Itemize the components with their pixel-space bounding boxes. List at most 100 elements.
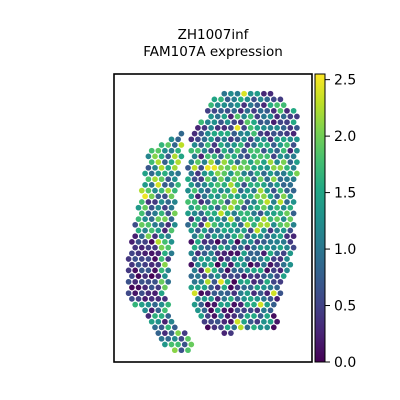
spot — [185, 335, 191, 342]
spot — [270, 199, 277, 205]
colorbar-tick-label: 0.5 — [334, 299, 356, 315]
spot — [287, 204, 294, 211]
spot — [201, 159, 208, 165]
spot — [231, 187, 238, 194]
spot — [284, 221, 290, 228]
spot — [191, 301, 198, 308]
spot — [158, 244, 165, 251]
spot — [234, 227, 241, 234]
spot — [241, 273, 247, 279]
spot — [201, 170, 208, 177]
spot — [198, 130, 205, 137]
spot — [261, 296, 267, 302]
spot — [142, 216, 148, 222]
spot — [201, 250, 208, 257]
spot — [261, 113, 267, 120]
spot — [162, 341, 168, 348]
spot — [234, 147, 241, 154]
spot — [171, 335, 178, 342]
spot — [254, 125, 261, 131]
spot — [234, 239, 241, 245]
spot — [264, 267, 271, 274]
spot — [234, 102, 241, 108]
spot — [261, 204, 267, 211]
spot — [195, 182, 201, 188]
spot — [188, 147, 195, 154]
spot — [198, 256, 205, 262]
spot — [261, 216, 267, 222]
spot — [168, 227, 175, 234]
spot — [247, 193, 254, 200]
spot — [162, 216, 168, 222]
spot — [254, 296, 261, 302]
spot — [185, 199, 191, 205]
spot — [165, 199, 172, 205]
spot — [168, 147, 175, 154]
spot — [257, 244, 264, 251]
spot — [277, 164, 284, 171]
spot — [155, 261, 162, 268]
spot — [247, 216, 254, 222]
spot — [214, 102, 221, 108]
spot — [195, 159, 201, 165]
spot — [287, 125, 294, 131]
spot — [195, 261, 201, 268]
spot — [290, 107, 297, 114]
spot — [191, 290, 198, 297]
spot — [218, 301, 224, 308]
spot — [254, 216, 261, 222]
spot — [208, 170, 214, 177]
spot — [231, 119, 238, 126]
spot — [234, 193, 241, 200]
spot — [244, 164, 251, 171]
spot — [155, 159, 162, 165]
spot — [165, 164, 172, 171]
spot — [158, 199, 165, 205]
spot — [162, 284, 168, 291]
spot — [214, 307, 221, 314]
spot — [185, 347, 191, 354]
spot — [158, 187, 165, 194]
spot — [191, 210, 198, 217]
spot — [241, 147, 247, 154]
spot — [155, 318, 162, 325]
spot — [191, 130, 198, 137]
spot — [188, 216, 195, 222]
spot — [257, 130, 264, 137]
spot — [257, 107, 264, 114]
spot — [142, 261, 148, 268]
spot — [178, 347, 185, 354]
spot — [270, 256, 277, 262]
spot — [211, 278, 218, 285]
spot — [138, 244, 145, 251]
spot — [224, 187, 231, 194]
spot — [287, 159, 294, 165]
spot — [145, 176, 152, 183]
spot — [247, 170, 254, 177]
spot — [175, 170, 181, 177]
spot — [198, 233, 205, 240]
spot — [274, 250, 280, 257]
spot — [188, 204, 195, 211]
spot — [228, 90, 234, 97]
spot — [204, 130, 211, 137]
spot — [251, 324, 257, 331]
spot — [234, 159, 241, 165]
spot — [201, 284, 208, 291]
spot — [280, 102, 287, 108]
spot — [145, 313, 152, 319]
spot — [241, 113, 247, 120]
spot — [274, 193, 280, 200]
spot — [228, 273, 234, 279]
spot — [218, 153, 224, 160]
spot — [264, 221, 271, 228]
spot — [148, 318, 155, 325]
spot — [274, 182, 280, 188]
spot — [208, 227, 214, 234]
chart-title-line2: FAM107A expression — [143, 44, 283, 60]
spot — [142, 204, 148, 211]
spot — [277, 142, 284, 148]
spot — [251, 199, 257, 205]
spot — [162, 147, 168, 154]
spot — [191, 199, 198, 205]
